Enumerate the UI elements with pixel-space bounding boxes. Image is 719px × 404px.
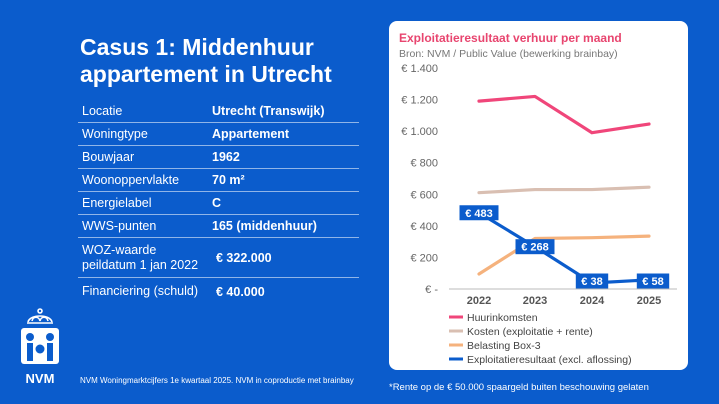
table-row: WWS-punten 165 (middenhuur): [78, 215, 359, 238]
y-tick-label: € 1.400: [401, 63, 438, 75]
row-label: WWS-punten: [82, 218, 157, 233]
logo-text: NVM: [26, 371, 55, 386]
page-title: Casus 1: Middenhuur appartement in Utrec…: [80, 34, 332, 87]
row-value: C: [212, 196, 222, 210]
legend-label: Belasting Box-3: [467, 340, 541, 352]
legend-label: Kosten (exploitatie + rente): [467, 326, 593, 338]
series-line-kosten: [477, 185, 651, 195]
data-label: € 58: [642, 276, 663, 288]
table-row: Locatie Utrecht (Transwijk): [78, 100, 359, 123]
row-value: 70 m²: [212, 173, 245, 187]
line-chart: € - € 200 € 400 € 600 € 800 € 1.000 € 1.200 € 1…: [401, 63, 677, 366]
series-line-huurinkomsten: [477, 94, 651, 135]
row-label: Woningtype: [82, 126, 148, 141]
row-value: € 322.000: [216, 250, 272, 265]
table-row: WOZ-waarde peildatum 1 jan 2022 € 322.00…: [78, 238, 359, 278]
row-label: Energielabel: [82, 195, 152, 210]
data-label: € 38: [581, 276, 602, 288]
y-tick-label: € 1.000: [401, 126, 438, 138]
y-tick-label: € -: [425, 284, 438, 296]
data-label-box: [515, 239, 555, 255]
row-value: 1962: [212, 150, 240, 164]
row-value: 165 (middenhuur): [212, 219, 317, 233]
row-label: Woonoppervlakte: [82, 172, 180, 187]
crown-icon: [27, 308, 53, 324]
data-label: € 268: [521, 242, 549, 254]
chart-title: Exploitatieresultaat verhuur per maand: [399, 31, 622, 45]
row-label: Bouwjaar: [82, 149, 135, 164]
row-value: Utrecht (Transwijk): [212, 104, 325, 118]
series-line-belasting: [477, 234, 651, 276]
y-tick-label: € 800: [410, 158, 438, 170]
source-footnote: NVM Woningmarktcijfers 1e kwartaal 2025.…: [80, 376, 354, 385]
table-row: Energielabel C: [78, 192, 359, 215]
interest-footnote: *Rente op de € 50.000 spaargeld buiten b…: [389, 382, 649, 393]
x-tick-label: 2023: [523, 295, 547, 307]
table-row: Financiering (schuld) € 40.000: [78, 278, 359, 305]
chart-subtitle: Bron: NVM / Public Value (bewerking brai…: [399, 48, 618, 60]
row-value: € 40.000: [216, 284, 265, 299]
table-row: Woningtype Appartement: [78, 123, 359, 146]
y-tick-label: € 600: [410, 189, 438, 201]
data-label-box: [459, 205, 499, 221]
data-label: € 483: [465, 208, 493, 220]
row-label: Locatie: [82, 103, 123, 118]
table-row: Bouwjaar 1962: [78, 146, 359, 169]
nvm-logo: NVM: [21, 308, 59, 386]
x-tick-label: 2025: [637, 295, 661, 307]
chart-card: Exploitatieresultaat verhuur per maand B…: [389, 21, 688, 370]
x-tick-label: 2024: [580, 295, 605, 307]
data-label-box: [575, 273, 609, 289]
legend-label: Huurinkomsten: [467, 312, 538, 324]
row-label: Financiering (schuld): [82, 284, 199, 298]
y-tick-label: € 400: [410, 221, 438, 233]
series-line-exploitatieresultaat: [477, 211, 651, 285]
row-value: Appartement: [212, 127, 290, 141]
row-label: WOZ-waarde peildatum 1 jan 2022: [82, 242, 199, 272]
table-row: Woonoppervlakte 70 m²: [78, 169, 359, 192]
y-tick-label: € 1.200: [401, 95, 438, 107]
y-tick-label: € 200: [410, 252, 438, 264]
property-info-table: Locatie Utrecht (Transwijk) Woningtype A…: [78, 100, 359, 305]
data-label-box: [636, 273, 670, 289]
x-tick-label: 2022: [467, 295, 491, 307]
legend-label: Exploitatieresultaat (excl. aflossing): [467, 354, 632, 366]
